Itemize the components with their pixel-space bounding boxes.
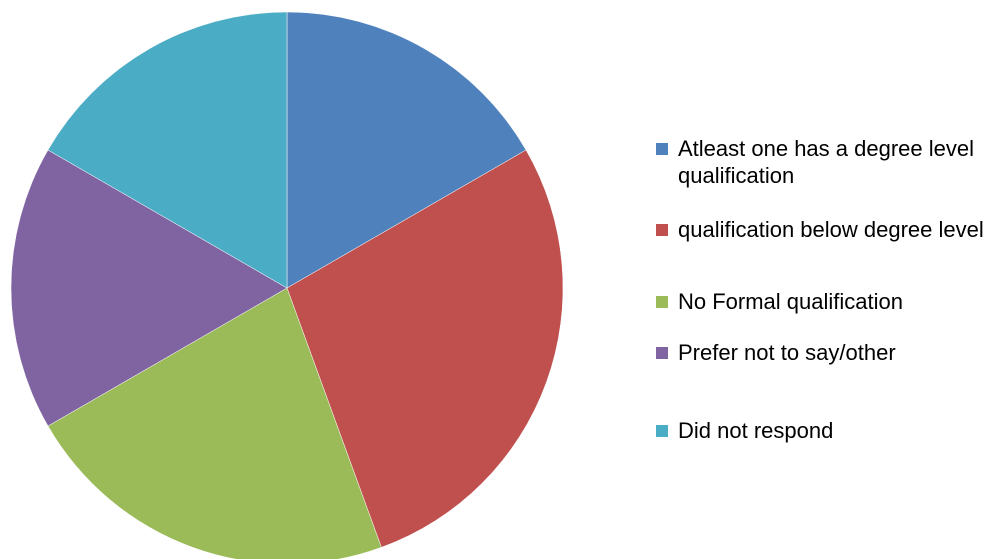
legend-entry: Prefer not to say/other [656, 339, 990, 366]
legend-swatch [656, 425, 668, 437]
pie-slice [47, 11, 288, 289]
legend-entry: Atleast one has a degree level qualifica… [656, 135, 990, 189]
legend-entry: Did not respond [656, 417, 990, 444]
legend-label: Did not respond [678, 418, 834, 443]
legend-label: Prefer not to say/other [678, 340, 896, 365]
pie-slice [286, 11, 527, 289]
legend-entry: qualification below degree level [656, 216, 990, 243]
legend-label: qualification below degree level [678, 217, 984, 242]
legend-entry: No Formal qualification [656, 288, 990, 315]
pie-slice [47, 287, 382, 559]
legend-label: No Formal qualification [678, 289, 903, 314]
pie-slice [286, 149, 564, 548]
legend-swatch [656, 224, 668, 236]
legend-label: Atleast one has a degree level qualifica… [678, 136, 974, 188]
legend-swatch [656, 347, 668, 359]
pie-slice [10, 149, 288, 427]
legend-swatch [656, 296, 668, 308]
pie-area [10, 11, 564, 559]
legend-swatch [656, 143, 668, 155]
